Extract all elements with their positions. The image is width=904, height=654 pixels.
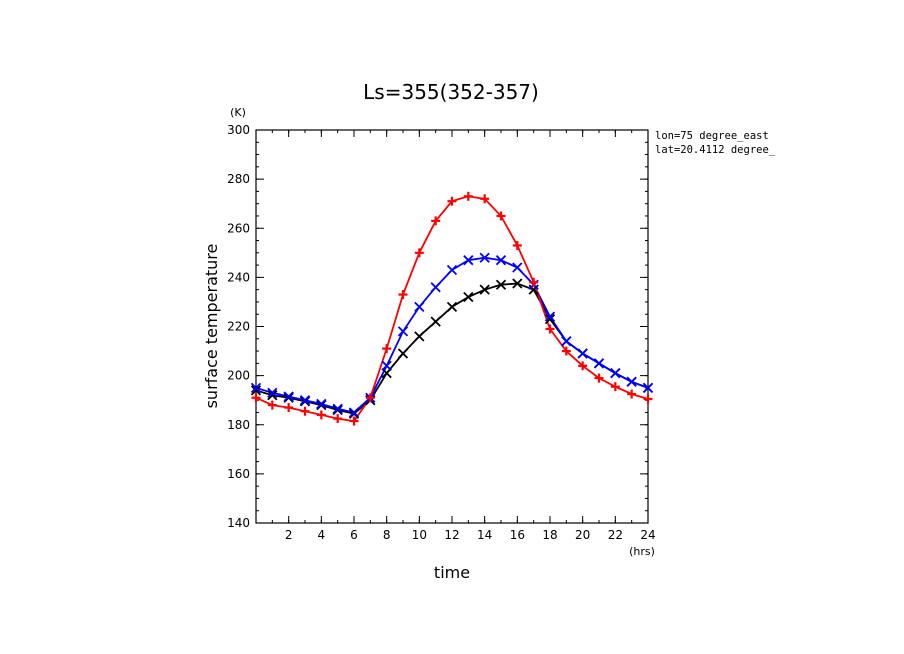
y-tick-label: 200 [227,369,250,383]
data-point-red [561,346,571,356]
data-point-red [578,361,588,371]
data-point-blue [642,382,654,394]
data-point-red [545,324,555,334]
x-tick-label: 24 [640,528,655,542]
data-point-blue [463,255,474,266]
y-axis-unit: (K) [230,106,246,119]
data-point-blue [381,360,392,371]
x-axis-label: time [434,563,470,582]
y-tick-label: 240 [227,270,250,284]
data-point-red [300,406,310,416]
axes: 2 4 6 8 10 12 14 16 18 20 22 2414016018020022024026… [227,123,656,542]
x-tick-label: 2 [285,528,293,542]
data-point-red [463,191,473,201]
x-tick-label: 6 [350,528,358,542]
data-point-black [544,313,556,325]
data-point-blue [479,252,490,263]
data-point-black [381,368,392,379]
data-point-black [430,316,441,327]
data-point-red [594,373,604,383]
data-point-black [512,278,523,289]
data-point-red [610,382,620,392]
data-point-blue [397,326,409,337]
data-point-red [431,216,441,226]
data-point-blue [332,403,343,414]
y-tick-label: 140 [227,516,250,530]
x-tick-label: 16 [510,528,525,542]
y-tick-label: 280 [227,172,250,186]
data-point-red [512,240,522,250]
data-point-blue [316,398,327,410]
data-point-red [627,389,637,399]
x-tick-label: 12 [444,528,459,542]
annotation-lat: lat=20.4112 degree_ [655,144,776,156]
data-point-black [250,385,262,396]
x-tick-label: 14 [477,528,492,542]
data-point-blue [430,282,441,293]
series-line-blue [255,256,649,414]
data-point-blue [626,376,637,387]
plot-area [250,191,654,426]
data-point-blue [299,395,311,406]
x-tick-label: 22 [608,528,623,542]
data-point-blue [495,255,507,266]
data-point-blue [561,336,572,347]
y-axis-label: surface temperature [202,244,221,409]
data-point-red [316,410,326,420]
y-tick-label: 220 [227,320,250,334]
data-point-blue [446,264,458,276]
plot-frame [255,129,649,524]
x-tick-label: 8 [383,528,391,542]
data-point-blue [283,391,294,402]
data-point-red [349,416,359,426]
y-tick-label: 160 [227,467,250,481]
data-point-red [382,344,392,354]
series-line-red [255,195,649,423]
data-point-black [397,348,409,359]
data-point-red [365,393,375,403]
data-point-blue [267,387,278,398]
data-point-red [496,211,506,221]
y-tick-label: 300 [227,123,250,137]
data-point-red [447,196,457,206]
data-point-black [479,284,490,295]
data-point-red [333,414,343,424]
data-point-blue [512,262,523,273]
series-line-black [255,282,649,415]
data-point-blue [544,311,556,322]
data-point-blue [610,368,621,379]
x-tick-label: 10 [412,528,427,542]
data-point-red [529,277,539,287]
x-tick-label: 18 [542,528,557,542]
x-tick-label: 20 [575,528,590,542]
data-point-black [463,291,474,303]
data-point-black [414,331,425,342]
data-point-blue [250,382,262,394]
annotation-lon: lon=75 degree_east [655,130,769,142]
chart-title: Ls=355(352-357) [363,80,539,104]
data-point-blue [348,407,360,418]
y-tick-label: 260 [227,221,250,235]
x-axis-unit: (hrs) [629,545,655,558]
data-point-blue [414,301,425,312]
data-point-red [414,248,424,258]
data-point-red [643,394,653,404]
x-tick-label: 4 [318,528,326,542]
data-point-red [267,400,277,410]
data-point-red [398,290,408,300]
y-tick-label: 180 [227,418,250,432]
data-point-black [267,390,278,401]
data-point-red [251,393,261,403]
data-point-black [495,279,507,290]
data-point-blue [577,348,588,359]
data-point-red [284,403,294,413]
data-point-black [446,301,458,312]
data-point-blue [593,358,605,369]
data-point-red [480,194,490,204]
